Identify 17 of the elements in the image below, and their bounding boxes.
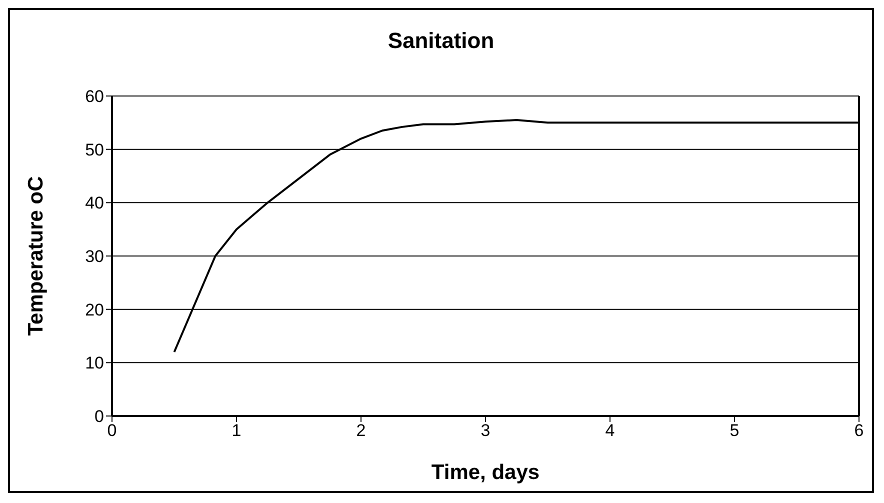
- x-tick-label: 3: [480, 421, 490, 440]
- y-axis-title: Temperature oC: [24, 176, 48, 336]
- y-tick-label: 50: [85, 140, 104, 160]
- y-tick-label: 10: [85, 354, 104, 373]
- y-tick-label: 0: [94, 407, 104, 426]
- y-tick-label: 40: [85, 194, 104, 213]
- x-axis-title: Time, days: [431, 461, 540, 484]
- x-tick-label: 4: [605, 421, 615, 440]
- x-tick-label: 2: [356, 421, 366, 440]
- x-tick-label: 1: [232, 421, 242, 440]
- x-tick-label: 6: [854, 421, 864, 440]
- x-tick-label: 5: [730, 421, 740, 440]
- x-tick-label: 0: [107, 421, 117, 440]
- y-tick-label: 30: [85, 247, 104, 266]
- y-tick-label: 60: [85, 87, 104, 106]
- y-tick-label: 20: [85, 300, 104, 320]
- chart-title: Sanitation: [386, 28, 496, 54]
